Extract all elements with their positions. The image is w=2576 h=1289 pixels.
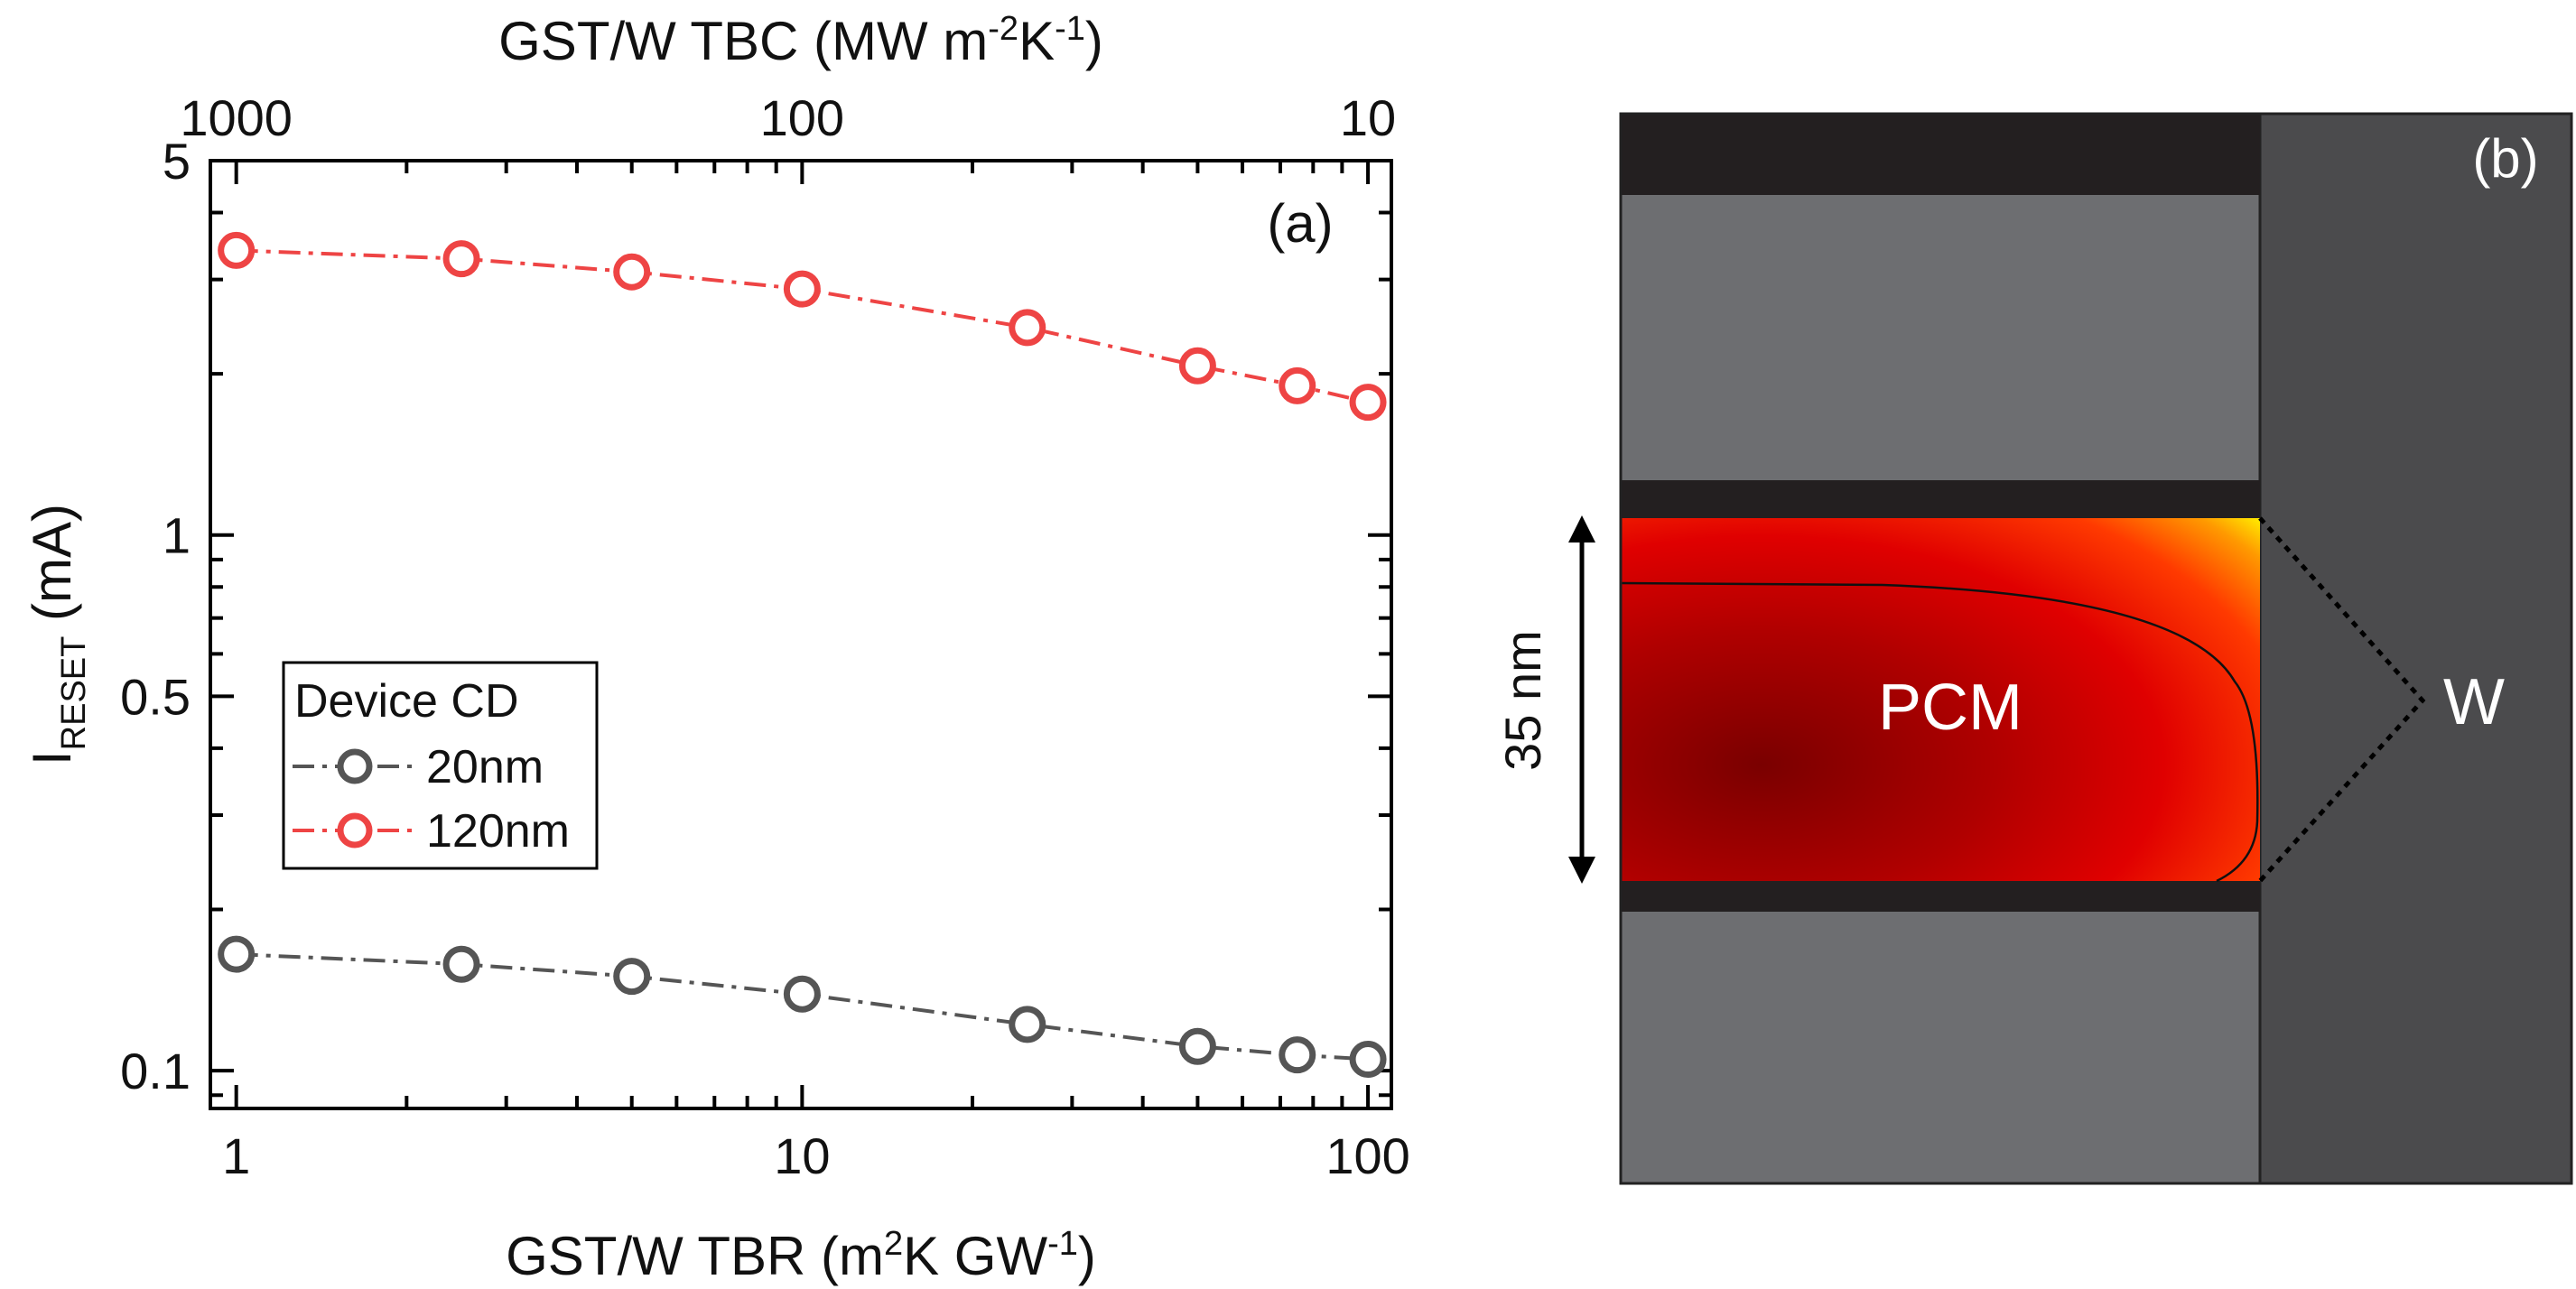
legend: Device CD 20nm 120nm <box>282 661 599 870</box>
data-point-120nm <box>783 270 821 308</box>
data-point-120nm <box>1009 309 1046 347</box>
chart-panel: 1 10 100 1000 100 10 0.1 0.5 1 5 (a) GST/W TBC (M… <box>22 10 1410 1286</box>
legend-label-20nm: 20nm <box>426 741 544 793</box>
pcm-label: PCM <box>1878 672 2023 744</box>
top-axis-title-sup1: -2 <box>988 10 1018 48</box>
molten-boundary-contour <box>1620 581 2259 883</box>
y-tick-label: 0.5 <box>120 668 191 725</box>
axis-ticks <box>210 159 1391 1108</box>
legend-title: Device CD <box>294 675 519 728</box>
data-series <box>218 231 1387 1079</box>
legend-label-120nm: 120nm <box>426 805 570 858</box>
series-line-120nm <box>236 248 1369 404</box>
x-tick-label: 100 <box>1325 1127 1409 1184</box>
x-axis-title-sup1: 2 <box>884 1225 903 1263</box>
contact-dotted-outline <box>2258 516 2426 883</box>
y-axis-title-end: (mA) <box>22 504 82 636</box>
legend-marker-20nm <box>337 748 373 784</box>
upper-barrier-layer <box>1621 480 2260 518</box>
top-axis-title-main: GST/W TBC (MW m <box>498 11 988 71</box>
data-point-20nm <box>442 945 480 983</box>
top-tick-label: 1000 <box>180 89 293 146</box>
data-point-120nm <box>1178 347 1216 385</box>
legend-marker-120nm <box>337 812 373 849</box>
w-label: W <box>2443 666 2505 738</box>
top-tick-label: 10 <box>1340 89 1396 146</box>
schematic-panel: PCM W (b) 35 nm <box>1494 112 2573 1185</box>
schematic-frame <box>1619 112 2573 1185</box>
data-point-20nm <box>783 975 821 1013</box>
data-point-20nm <box>613 958 651 996</box>
top-cap-layer <box>1621 114 2260 195</box>
data-point-120nm <box>442 240 480 278</box>
top-axis-title-mid: K <box>1018 11 1055 71</box>
dimension-label: 35 nm <box>1494 630 1551 771</box>
lower-barrier-layer <box>1621 881 2260 912</box>
x-tick-label: 10 <box>774 1127 830 1184</box>
top-axis-title: GST/W TBC (MW m-2K-1) <box>498 10 1103 71</box>
x-axis-title-end: ) <box>1078 1226 1096 1286</box>
data-point-120nm <box>218 231 256 269</box>
panel-label-a: (a) <box>1267 193 1333 254</box>
w-electrode <box>2258 112 2573 1185</box>
data-point-20nm <box>1349 1041 1387 1079</box>
top-tick-label: 100 <box>760 89 844 146</box>
y-axis-title-main: I <box>22 750 82 765</box>
data-point-20nm <box>1279 1036 1316 1074</box>
y-axis-title-sub: RESET <box>55 636 93 751</box>
x-tick-label: 1 <box>222 1127 250 1184</box>
data-point-120nm <box>1279 366 1316 404</box>
y-tick-label: 5 <box>163 133 191 190</box>
panel-label-b: (b) <box>2472 128 2538 189</box>
y-tick-label: 1 <box>163 507 191 564</box>
x-axis-title-sup2: -1 <box>1047 1225 1078 1263</box>
axis-tick-labels: 1 10 100 1000 100 10 0.1 0.5 1 5 <box>120 89 1410 1184</box>
x-axis-title-mid: K GW <box>903 1226 1047 1286</box>
data-point-120nm <box>613 253 651 291</box>
y-tick-label: 0.1 <box>120 1043 191 1099</box>
x-axis-title: GST/W TBR (m2K GW-1) <box>506 1225 1096 1286</box>
x-axis-title-main: GST/W TBR (m <box>506 1226 884 1286</box>
data-point-120nm <box>1349 384 1387 422</box>
data-point-20nm <box>218 935 256 973</box>
y-axis-title: IRESET (mA) <box>22 504 93 765</box>
top-axis-title-end: ) <box>1085 11 1103 71</box>
data-point-20nm <box>1009 1006 1046 1043</box>
pcm-region <box>1621 518 2260 881</box>
top-axis-title-sup2: -1 <box>1055 10 1085 48</box>
data-point-20nm <box>1178 1027 1216 1065</box>
